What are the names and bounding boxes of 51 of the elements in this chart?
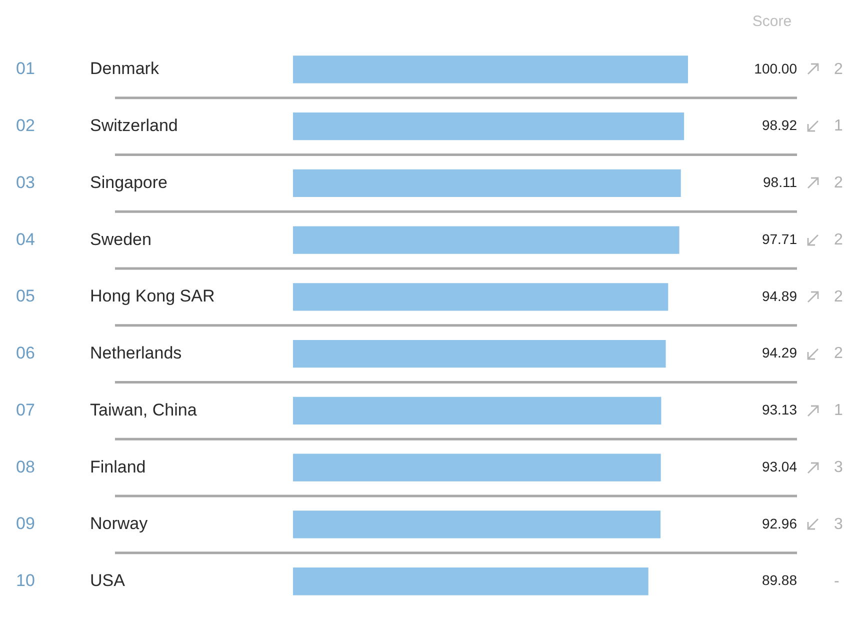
y-tick-label: Norway — [90, 514, 148, 534]
bar — [293, 510, 661, 538]
y-tick-label: Netherlands — [90, 344, 182, 363]
bar — [293, 283, 668, 311]
y-tick-label: Finland — [90, 457, 146, 476]
data-label: 93.04 — [762, 458, 798, 474]
text: 04 — [16, 230, 35, 249]
bar — [293, 568, 648, 596]
data-label: 93.13 — [762, 402, 798, 418]
bar — [293, 454, 661, 482]
text: 02 — [16, 116, 35, 136]
text: 2 — [834, 60, 843, 78]
y-tick-label: Hong Kong SAR — [90, 286, 215, 306]
y-tick-label: Sweden — [90, 230, 152, 249]
data-label: 92.96 — [762, 515, 798, 532]
bar — [293, 340, 666, 368]
bar — [293, 396, 662, 425]
text: 07 — [16, 400, 35, 420]
data-label: 94.89 — [762, 288, 798, 304]
text: 09 — [16, 514, 35, 534]
bar — [293, 56, 688, 84]
text: 2 — [834, 174, 843, 192]
text: 2 — [834, 231, 843, 248]
data-label: 98.92 — [762, 117, 798, 134]
text: 01 — [16, 59, 35, 78]
text: 3 — [834, 516, 843, 533]
data-label: 97.71 — [762, 230, 798, 247]
bar — [293, 112, 684, 140]
y-tick-label: USA — [90, 571, 126, 590]
text: 03 — [16, 172, 35, 192]
data-label: 94.29 — [762, 344, 798, 361]
text: 2 — [834, 345, 843, 362]
text: - — [834, 572, 840, 590]
text: 08 — [16, 457, 35, 476]
x-axis-title: Score — [752, 13, 792, 30]
text: 1 — [834, 402, 843, 420]
y-tick-label: Singapore — [90, 172, 168, 192]
text: 05 — [16, 286, 35, 306]
y-tick-label: Switzerland — [90, 116, 178, 136]
data-label: 89.88 — [762, 572, 798, 588]
text: 3 — [834, 459, 843, 476]
y-tick-label: Taiwan, China — [90, 400, 198, 420]
bar — [293, 169, 681, 198]
text: 06 — [16, 344, 35, 363]
data-label: 100.00 — [754, 60, 798, 76]
bar — [293, 226, 680, 254]
text: 1 — [834, 118, 843, 135]
text: 2 — [834, 288, 843, 306]
data-label: 98.11 — [763, 174, 798, 190]
y-tick-label: Denmark — [90, 59, 160, 78]
text: 10 — [16, 571, 35, 590]
